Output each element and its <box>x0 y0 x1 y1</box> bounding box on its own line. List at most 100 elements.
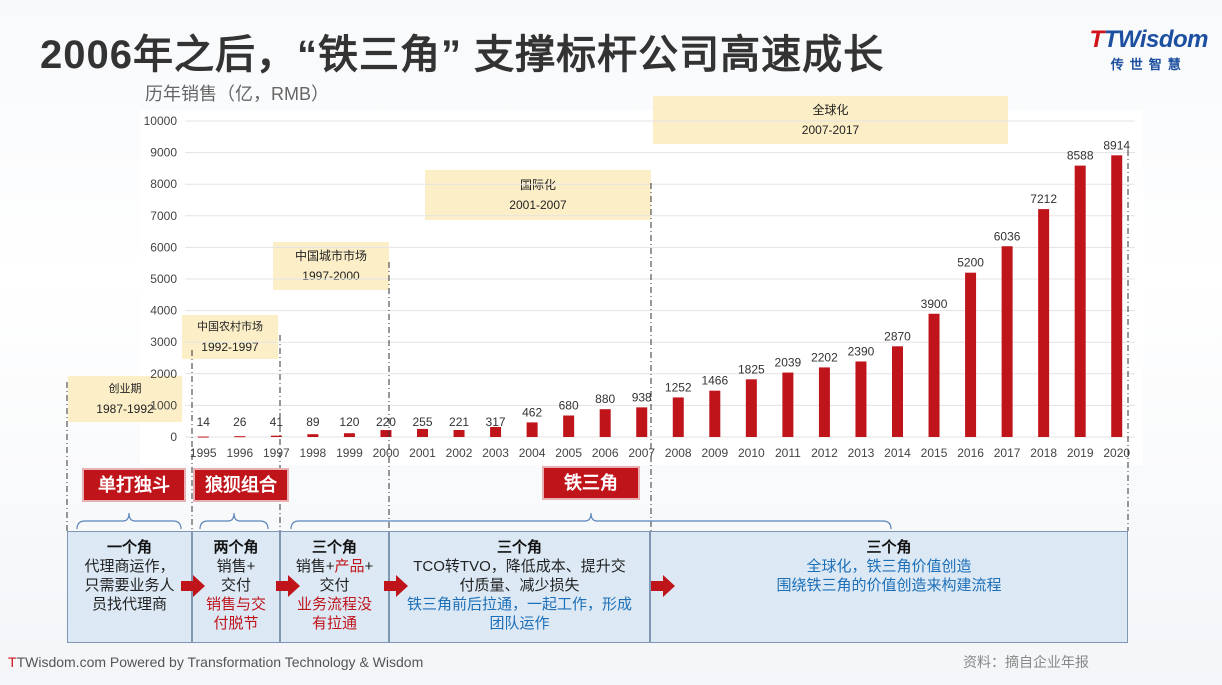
data-label-2002: 221 <box>449 415 469 429</box>
phase-startup-years: 1987-1992 <box>96 402 154 416</box>
data-label-1995: 14 <box>197 415 211 429</box>
logo-sub: 传世智慧 <box>1110 57 1187 72</box>
x-tick-label: 2020 <box>1103 446 1130 460</box>
bar-2013 <box>855 361 867 437</box>
data-label-2012: 2202 <box>811 350 838 364</box>
phase-global-name: 全球化 <box>812 103 849 117</box>
bar-2011 <box>782 372 794 437</box>
stage-two-red-2: 付脱节 <box>213 615 259 632</box>
stage-three-a-sales: 销售+ <box>295 558 335 575</box>
data-label-2016: 5200 <box>957 256 984 270</box>
bar-1998 <box>307 434 319 437</box>
x-tick-label: 2009 <box>701 446 728 460</box>
x-tick-label: 2010 <box>738 446 765 460</box>
data-label-2009: 1466 <box>701 374 728 388</box>
stage-three-c-head: 三个角 <box>866 539 912 556</box>
bar-2005 <box>563 415 575 437</box>
stage-two-line-1: 销售+ <box>216 558 256 575</box>
data-label-1997: 41 <box>270 415 284 429</box>
phase-rural: 中国农村市场 1992-1997 <box>182 315 278 359</box>
x-tick-label: 2016 <box>957 446 984 460</box>
bar-1997 <box>270 435 282 437</box>
stage-three-b-head: 三个角 <box>496 539 542 556</box>
brace-pack <box>199 512 269 530</box>
stage-one-corner: 一个角 代理商运作， 只需要业务人 员找代理商 <box>67 531 192 643</box>
stage-two-head: 两个角 <box>213 539 259 556</box>
stage-two-line-2: 交付 <box>220 577 251 594</box>
x-tick-label: 2002 <box>446 446 473 460</box>
x-tick-label: 2005 <box>555 446 582 460</box>
tag-solo: 单打独斗 <box>82 468 186 502</box>
phase-startup-name: 创业期 <box>108 383 142 395</box>
bar-2010 <box>745 379 757 437</box>
bar-2017 <box>1001 246 1013 437</box>
x-tick-label: 1995 <box>190 446 217 460</box>
bar-2012 <box>818 367 830 437</box>
stage-two-red-1: 销售与交 <box>205 596 266 613</box>
y-tick-label: 0 <box>170 430 177 444</box>
data-label-2006: 880 <box>595 392 615 406</box>
stage-three-b-line-2: 付质量、减少损失 <box>459 577 580 594</box>
x-tick-label: 2013 <box>848 446 875 460</box>
data-label-1999: 120 <box>339 415 359 429</box>
stage-three-a-head: 三个角 <box>311 539 357 556</box>
x-tick-label: 2018 <box>1030 446 1057 460</box>
data-label-2007: 938 <box>632 390 652 404</box>
logo-brand: TWisdom <box>1103 26 1209 53</box>
stage-three-a-red-1: 业务流程没 <box>296 596 372 613</box>
bar-2008 <box>672 397 684 437</box>
data-label-1998: 89 <box>306 415 320 429</box>
footer-text: TWisdom.com Powered by Transformation Te… <box>16 654 424 670</box>
data-label-2018: 7212 <box>1030 192 1057 206</box>
bar-2015 <box>928 313 940 437</box>
bar-2018 <box>1038 209 1050 437</box>
x-tick-label: 2017 <box>994 446 1021 460</box>
stage-three-b-line-1: TCO转TVO，降低成本、提升交 <box>413 558 626 575</box>
x-tick-label: 1999 <box>336 446 363 460</box>
ttwisdom-logo: TTWisdom 传世智慧 <box>1090 26 1209 73</box>
y-tick-label: 3000 <box>150 335 177 349</box>
x-tick-label: 1998 <box>300 446 327 460</box>
y-tick-label: 7000 <box>150 209 177 223</box>
data-label-1996: 26 <box>233 415 247 429</box>
data-label-2019: 8588 <box>1067 149 1094 163</box>
x-tick-label: 2006 <box>592 446 619 460</box>
stage-three-corners-b: 三个角 TCO转TVO，降低成本、提升交 付质量、减少损失 铁三角前后拉通，一起… <box>389 531 650 643</box>
bar-2020 <box>1111 155 1123 437</box>
x-tick-label: 2007 <box>628 446 655 460</box>
page-title: 2006年之后，“铁三角” 支撑标杆公司高速成长 <box>40 33 885 77</box>
tag-iron-triangle: 铁三角 <box>542 466 640 500</box>
x-tick-label: 2003 <box>482 446 509 460</box>
phase-startup: 创业期 1987-1992 <box>68 376 182 422</box>
y-tick-label: 1000 <box>150 398 177 412</box>
x-tick-label: 2004 <box>519 446 546 460</box>
bar-2003 <box>490 426 502 437</box>
data-label-2010: 1825 <box>738 362 765 376</box>
data-label-2004: 462 <box>522 405 542 419</box>
phase-international-years: 2001-2007 <box>509 198 567 212</box>
y-tick-label: 9000 <box>150 146 177 160</box>
arrow-right-icon <box>276 575 300 597</box>
brace-solo <box>76 512 182 530</box>
phase-global: 全球化 2007-2017 <box>653 96 1008 144</box>
x-tick-label: 2019 <box>1067 446 1094 460</box>
bar-2016 <box>965 272 977 437</box>
data-label-2005: 680 <box>559 399 579 413</box>
arrow-right-icon <box>384 575 408 597</box>
phase-rural-years: 1992-1997 <box>201 340 259 354</box>
data-label-2020: 8914 <box>1103 138 1130 152</box>
bar-2004 <box>526 422 538 437</box>
phase-rural-name: 中国农村市场 <box>197 321 263 333</box>
bar-2000 <box>380 430 392 437</box>
data-label-2001: 255 <box>412 415 432 429</box>
y-tick-label: 6000 <box>150 240 177 254</box>
y-tick-label: 10000 <box>144 114 178 128</box>
data-label-2003: 317 <box>486 415 506 429</box>
x-tick-label: 2011 <box>775 446 801 460</box>
data-label-2017: 6036 <box>994 229 1021 243</box>
stage-three-a-product: 产品 <box>334 558 365 575</box>
stage-two-corners: 两个角 销售+ 交付 销售与交 付脱节 <box>192 531 280 643</box>
y-tick-label: 4000 <box>150 304 177 318</box>
y-tick-label: 5000 <box>150 272 177 286</box>
